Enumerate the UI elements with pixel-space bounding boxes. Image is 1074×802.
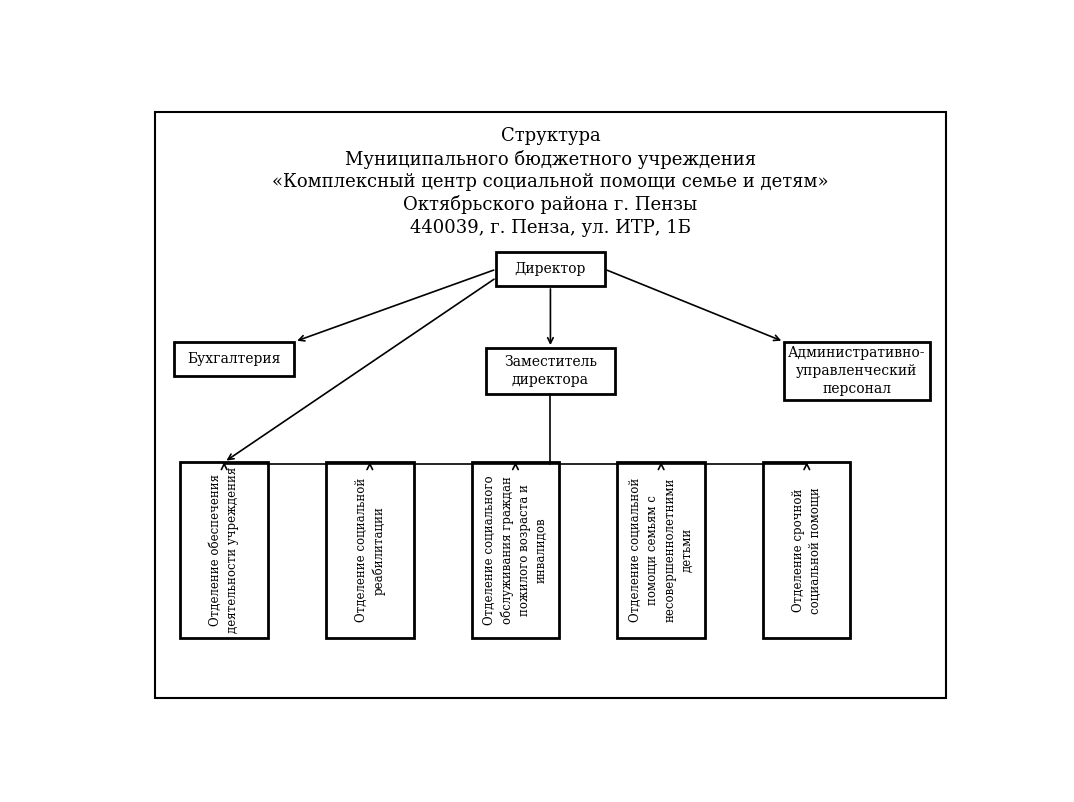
Text: Бухгалтерия: Бухгалтерия <box>188 352 280 366</box>
Text: Директор: Директор <box>514 262 586 276</box>
Text: Отделение социальной
помощи семьям с
несовершеннолетними
детьми: Отделение социальной помощи семьям с нес… <box>629 478 693 622</box>
FancyBboxPatch shape <box>155 111 946 699</box>
FancyBboxPatch shape <box>174 342 294 375</box>
Text: Отделение обеспечения
деятельности учреждения: Отделение обеспечения деятельности учреж… <box>209 467 240 634</box>
FancyBboxPatch shape <box>764 462 851 638</box>
Text: 440039, г. Пенза, ул. ИТР, 1Б: 440039, г. Пенза, ул. ИТР, 1Б <box>410 219 691 237</box>
Text: Октябрьского района г. Пензы: Октябрьского района г. Пензы <box>404 196 697 214</box>
FancyBboxPatch shape <box>485 348 615 395</box>
FancyBboxPatch shape <box>618 462 705 638</box>
Text: «Комплексный центр социальной помощи семье и детям»: «Комплексный центр социальной помощи сем… <box>272 173 829 191</box>
FancyBboxPatch shape <box>180 462 267 638</box>
Text: Отделение социальной
реабилитации: Отделение социальной реабилитации <box>354 478 386 622</box>
Text: Отделение социального
обслуживания граждан
пожилого возраста и
инвалидов: Отделение социального обслуживания гражд… <box>483 476 548 625</box>
Text: Структура: Структура <box>500 128 600 145</box>
FancyBboxPatch shape <box>326 462 413 638</box>
FancyBboxPatch shape <box>496 252 605 286</box>
Text: Заместитель
директора: Заместитель директора <box>504 354 597 387</box>
Text: Муниципального бюджетного учреждения: Муниципального бюджетного учреждения <box>345 150 756 168</box>
Text: Отделение срочной
социальной помощи: Отделение срочной социальной помощи <box>792 487 822 614</box>
Text: Административно-
управленческий
персонал: Административно- управленческий персонал <box>788 346 926 396</box>
FancyBboxPatch shape <box>784 342 930 400</box>
FancyBboxPatch shape <box>471 462 560 638</box>
